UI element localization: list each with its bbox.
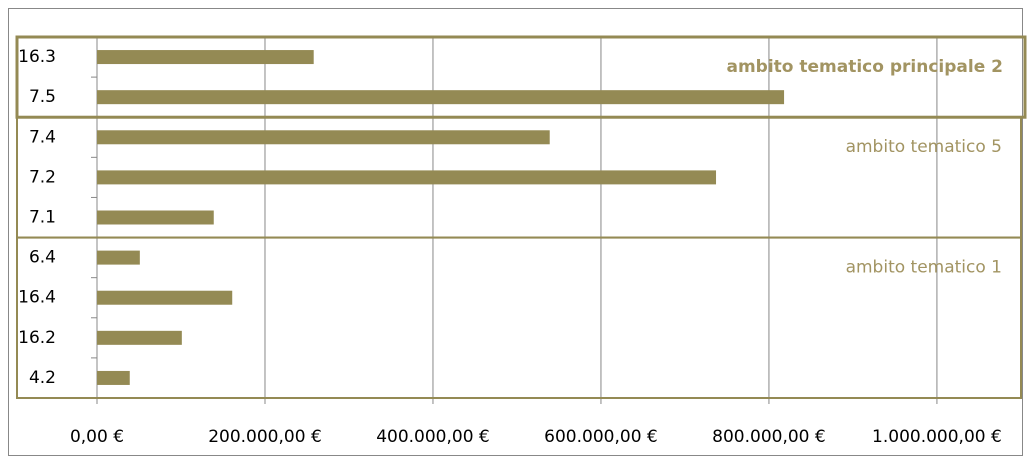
group-label: ambito tematico principale 2 [726, 57, 1003, 77]
y-tick-label: 4.2 [29, 368, 56, 388]
x-tick-label: 1.000.000,00 € [872, 427, 1002, 447]
y-tick-label: 16.4 [18, 288, 56, 308]
y-tick-label: 7.1 [29, 208, 56, 228]
y-tick-label: 7.5 [29, 87, 56, 107]
group-box [16, 236, 1022, 399]
x-tick-label: 600.000,00 € [544, 427, 658, 447]
bar [97, 210, 214, 225]
x-tick-label: 200.000,00 € [208, 427, 322, 447]
bar [97, 290, 233, 305]
bar [97, 130, 550, 145]
bar [97, 90, 785, 105]
bar [97, 330, 182, 345]
x-tick-label: 800.000,00 € [712, 427, 826, 447]
bar [97, 370, 130, 385]
chart-border [8, 8, 1023, 456]
bar [97, 250, 140, 265]
y-tick-label: 16.2 [18, 328, 56, 348]
bar [97, 170, 717, 185]
x-tick-label: 0,00 € [70, 427, 124, 447]
y-tick-label: 7.4 [29, 127, 56, 147]
y-tick-label: 6.4 [29, 248, 56, 268]
y-tick-label: 16.3 [18, 47, 56, 67]
group-label: ambito tematico 5 [846, 137, 1002, 157]
group-label: ambito tematico 1 [846, 258, 1002, 278]
y-tick-label: 7.2 [29, 167, 56, 187]
bar [97, 50, 314, 65]
x-tick-label: 400.000,00 € [376, 427, 490, 447]
